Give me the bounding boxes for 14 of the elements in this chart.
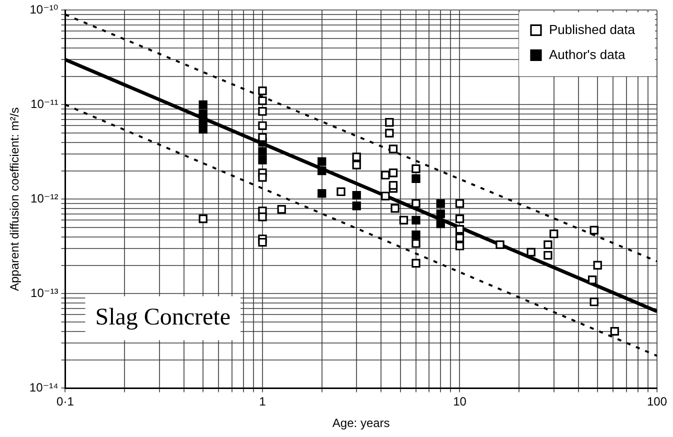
x-tick-label: 0·1 — [56, 394, 74, 409]
y-tick-label: 10⁻¹⁴ — [29, 380, 58, 395]
x-tick-label: 10 — [453, 394, 467, 409]
legend-label: Published data — [548, 22, 636, 37]
y-tick-label: 10⁻¹³ — [30, 286, 58, 300]
legend-label: Author's data — [548, 46, 626, 62]
y-tick-label: 10⁻¹¹ — [30, 97, 58, 112]
y-tick-label: 10⁻¹⁰ — [30, 2, 58, 17]
annotation: Slag Concrete — [95, 304, 231, 330]
y-axis-title: Apparent diffusion coefficient: m²/s — [8, 107, 22, 292]
x-axis-title: Age: years — [332, 416, 390, 430]
x-tick-label: 1 — [259, 394, 266, 409]
y-tick-label: 10⁻¹² — [30, 192, 58, 206]
x-tick-label: 100 — [646, 394, 668, 409]
